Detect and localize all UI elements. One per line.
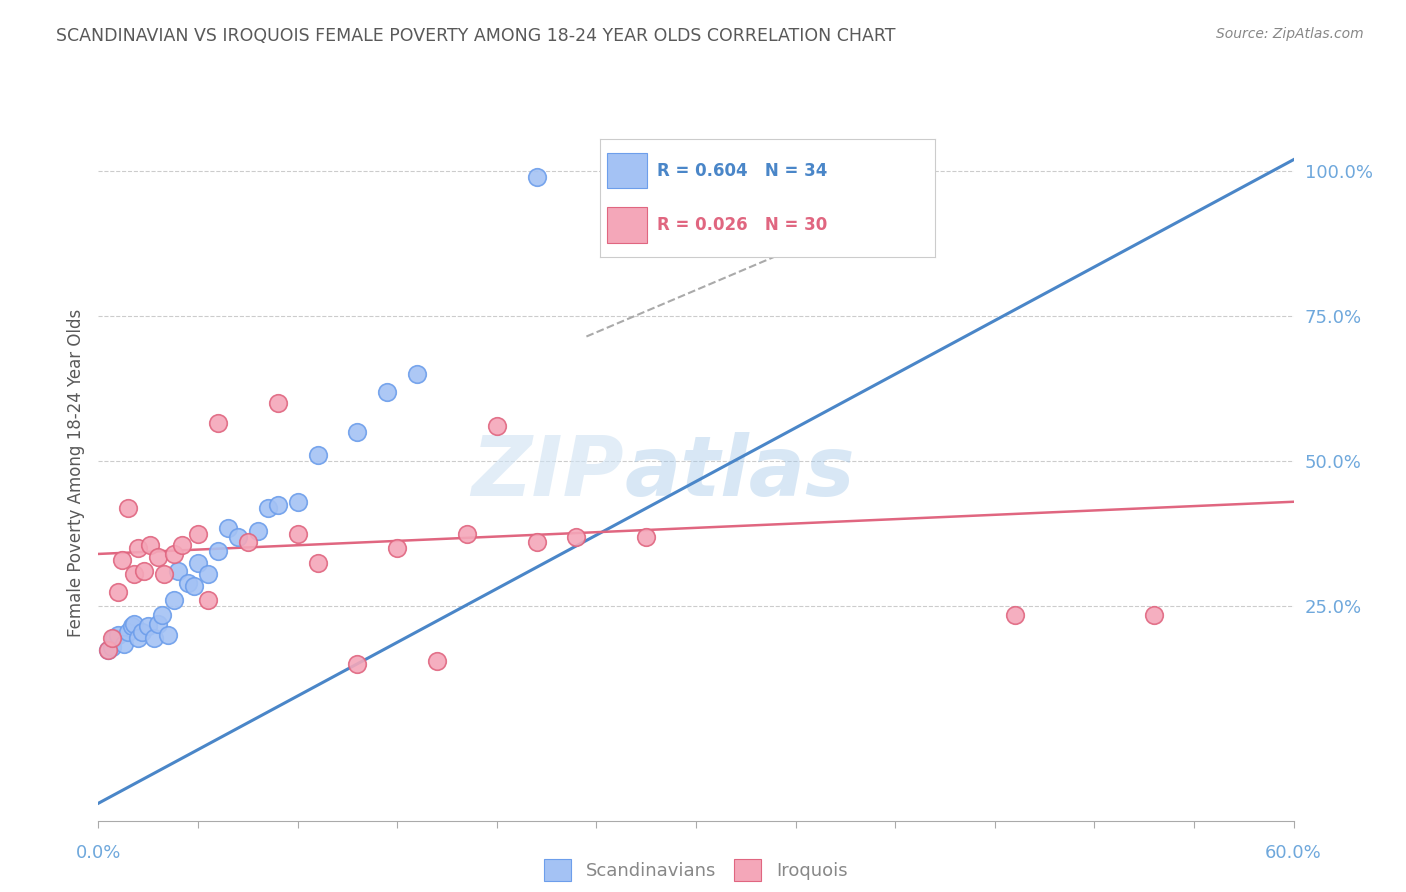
Point xyxy=(375,384,398,399)
Point xyxy=(167,565,190,579)
Point xyxy=(103,631,125,645)
Text: Source: ZipAtlas.com: Source: ZipAtlas.com xyxy=(1216,27,1364,41)
Point xyxy=(1004,607,1026,622)
Point xyxy=(163,547,186,561)
Point xyxy=(406,368,429,382)
Point xyxy=(256,500,278,515)
Point xyxy=(526,170,548,185)
Point xyxy=(127,631,149,645)
Point xyxy=(127,541,149,555)
Point xyxy=(226,530,249,544)
Point xyxy=(307,556,329,570)
Point xyxy=(172,538,194,552)
Point xyxy=(157,628,180,642)
Point xyxy=(183,579,205,593)
Point xyxy=(117,500,139,515)
Point xyxy=(485,419,508,434)
Point xyxy=(101,631,124,645)
Point xyxy=(121,619,143,633)
Point xyxy=(526,535,548,549)
Point xyxy=(107,584,129,599)
Point xyxy=(207,417,229,431)
Point xyxy=(139,538,162,552)
Point xyxy=(614,170,637,185)
Point xyxy=(197,567,219,582)
Point xyxy=(97,642,120,657)
Text: SCANDINAVIAN VS IROQUOIS FEMALE POVERTY AMONG 18-24 YEAR OLDS CORRELATION CHART: SCANDINAVIAN VS IROQUOIS FEMALE POVERTY … xyxy=(56,27,896,45)
Point xyxy=(148,549,170,564)
Point xyxy=(426,654,449,668)
Point xyxy=(163,593,186,607)
Point xyxy=(134,565,156,579)
Point xyxy=(136,619,159,633)
Point xyxy=(112,637,135,651)
Point xyxy=(385,541,409,555)
Point xyxy=(267,498,290,512)
Point xyxy=(1143,607,1166,622)
Point xyxy=(267,396,290,410)
Point xyxy=(143,631,166,645)
Point xyxy=(287,526,309,541)
Text: 0.0%: 0.0% xyxy=(76,844,121,862)
Point xyxy=(131,625,153,640)
Text: 60.0%: 60.0% xyxy=(1265,844,1322,862)
Point xyxy=(150,607,173,622)
Y-axis label: Female Poverty Among 18-24 Year Olds: Female Poverty Among 18-24 Year Olds xyxy=(66,309,84,637)
Point xyxy=(111,552,134,567)
Point xyxy=(107,628,129,642)
Point xyxy=(177,576,200,591)
Point xyxy=(346,657,368,672)
Point xyxy=(101,640,124,654)
Point xyxy=(287,494,309,508)
Point xyxy=(97,642,120,657)
Point xyxy=(187,556,209,570)
Legend: Scandinavians, Iroquois: Scandinavians, Iroquois xyxy=(537,852,855,888)
Point xyxy=(456,526,478,541)
Point xyxy=(187,526,209,541)
Point xyxy=(307,449,329,463)
Point xyxy=(197,593,219,607)
Point xyxy=(148,616,170,631)
Point xyxy=(117,625,139,640)
Point xyxy=(153,567,176,582)
Point xyxy=(217,521,239,535)
Point xyxy=(207,544,229,558)
Point xyxy=(346,425,368,440)
Text: atlas: atlas xyxy=(624,433,855,513)
Point xyxy=(565,530,588,544)
Point xyxy=(636,530,658,544)
Text: ZIP: ZIP xyxy=(471,433,624,513)
Point xyxy=(124,616,146,631)
Point xyxy=(124,567,146,582)
Point xyxy=(246,524,269,538)
Point xyxy=(236,535,259,549)
